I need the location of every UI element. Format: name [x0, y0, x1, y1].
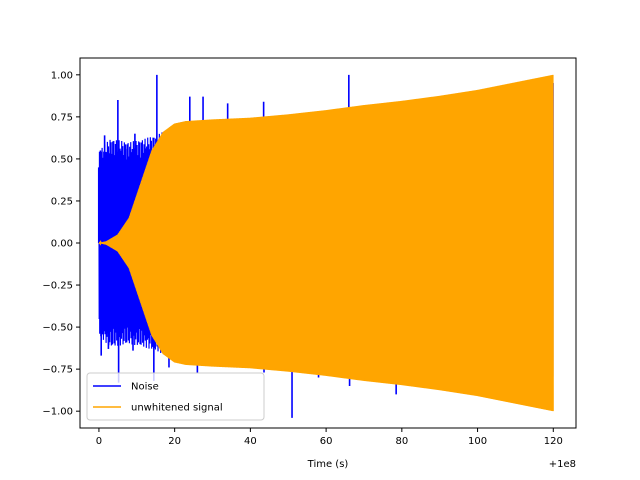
x-tick-label: 40: [244, 436, 257, 447]
legend: Noise unwhitened signal: [86, 372, 265, 421]
legend-box: [86, 372, 265, 421]
y-tick-label: 0.75: [51, 112, 73, 123]
y-tick-label: 0.25: [51, 196, 73, 207]
signal-series-fill: [98, 77, 554, 409]
plot-area: [97, 74, 554, 418]
x-axis-label: Time (s): [307, 459, 349, 470]
x-tick-label: 100: [468, 436, 487, 447]
x-axis: 0 20 40 60 80 100 120: [96, 428, 563, 447]
x-tick-label: 20: [168, 436, 181, 447]
legend-label: Noise: [131, 382, 159, 393]
y-tick-label: −1.00: [42, 407, 73, 418]
y-axis: 1.00 0.75 0.50 0.25 0.00 −0.25 −0.50 −0.75 −1.00: [42, 70, 80, 418]
y-tick-label: 0.50: [51, 154, 73, 165]
y-tick-label: −0.75: [42, 365, 73, 376]
x-tick-label: 120: [544, 436, 563, 447]
legend-label: unwhitened signal: [131, 403, 223, 414]
y-tick-label: 1.00: [51, 70, 73, 81]
y-tick-label: −0.50: [42, 323, 73, 334]
x-offset-label: +1e8: [549, 459, 576, 470]
x-tick-label: 0: [96, 436, 102, 447]
y-tick-label: −0.25: [42, 281, 73, 292]
x-tick-label: 80: [395, 436, 408, 447]
x-tick-label: 60: [320, 436, 333, 447]
y-tick-label: 0.00: [51, 239, 73, 250]
